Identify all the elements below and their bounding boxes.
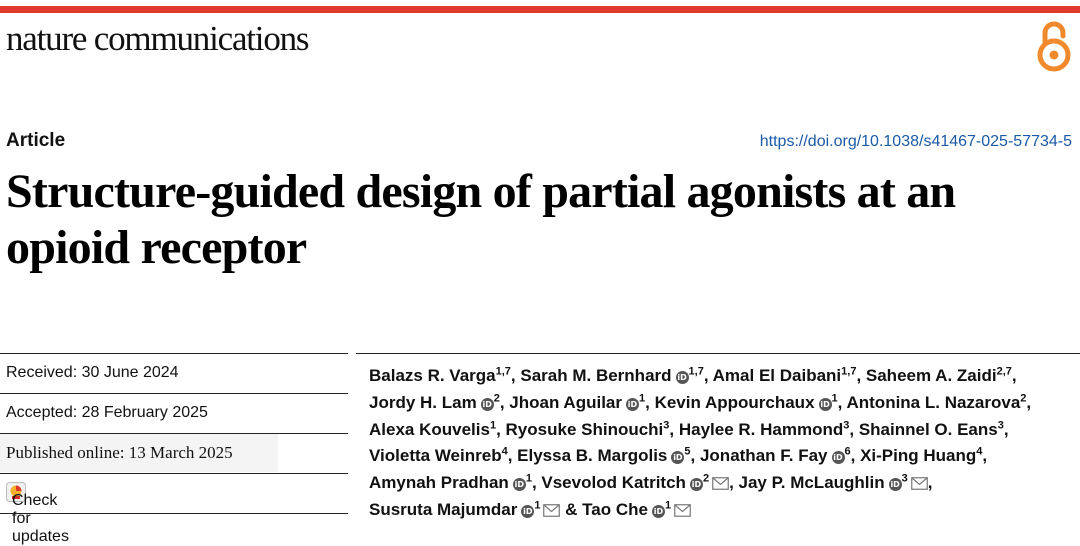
author-name[interactable]: Amal El Daibani — [712, 366, 842, 385]
check-updates-row: Check for updates — [0, 473, 348, 545]
accepted-date: Accepted: 28 February 2025 — [6, 404, 208, 421]
email-icon[interactable] — [712, 477, 729, 491]
orcid-icon[interactable]: iD — [689, 478, 703, 492]
author-affiliation: 2 — [702, 472, 710, 485]
author-affiliation: 2,7 — [996, 365, 1012, 378]
author-name[interactable]: Alexa Kouvelis — [369, 419, 490, 439]
orcid-icon[interactable]: iD — [888, 478, 902, 492]
orcid-icon[interactable]: iD — [671, 451, 685, 465]
author-name[interactable]: Sarah M. Bernhard — [520, 366, 672, 385]
author-item: Antonina L. Nazarova2 — [846, 393, 1026, 412]
author-name[interactable]: Ryosuke Shinouchi — [505, 419, 664, 439]
email-icon[interactable] — [910, 477, 928, 491]
author-item: Kevin Appourchaux iD1 — [655, 393, 838, 412]
author-item: Elyssa B. Margolis iD5 — [517, 446, 690, 465]
author-name[interactable]: Kevin Appourchaux — [654, 392, 815, 412]
check-for-updates-icon — [6, 482, 26, 502]
accepted-date-row: Accepted: 28 February 2025 — [0, 393, 348, 433]
journal-name[interactable]: nature communications — [6, 19, 310, 58]
orcid-icon[interactable]: iD — [626, 397, 639, 411]
author-affiliation: 1 — [664, 499, 672, 512]
published-date-background — [0, 434, 278, 472]
author-affiliation: 1,7 — [495, 365, 511, 378]
author-item: Jay P. McLaughlin iD3 — [739, 473, 928, 492]
orcid-icon[interactable]: iD — [818, 397, 832, 411]
orcid-icon[interactable]: iD — [831, 451, 845, 465]
received-date: Received: 30 June 2024 — [6, 364, 179, 381]
orcid-icon[interactable]: iD — [512, 478, 526, 492]
author-item: Sarah M. Bernhard iD1,7 — [520, 366, 703, 385]
author-affiliation: 4 — [976, 445, 983, 458]
author-name[interactable]: Xi-Ping Huang — [860, 446, 977, 466]
author-item: Violetta Weinreb4 — [369, 446, 508, 465]
author-name[interactable]: Elyssa B. Margolis — [517, 446, 668, 466]
authors-panel: Balazs R. Varga1,7, Sarah M. Bernhard iD1… — [356, 353, 1080, 522]
author-name[interactable]: Vsevolod Katritch — [541, 473, 686, 493]
author-item: Amal El Daibani1,7 — [713, 366, 857, 385]
doi-link[interactable]: https://doi.org/10.1038/s41467-025-57734… — [759, 133, 1072, 150]
author-name[interactable]: Tao Che — [582, 499, 648, 519]
author-affiliation: 1 — [525, 472, 532, 485]
author-name[interactable]: Jordy H. Lam — [369, 392, 477, 412]
author-item: Saheem A. Zaidi2,7 — [866, 366, 1012, 385]
author-item: Amynah Pradhan iD1 — [369, 473, 532, 492]
author-affiliation: 1 — [534, 499, 541, 512]
author-item: Tao Che iD1 — [582, 500, 691, 519]
author-affiliation: 3 — [663, 418, 670, 431]
orcid-icon[interactable]: iD — [521, 504, 535, 518]
published-date-row: Published online: 13 March 2025 — [0, 433, 348, 473]
article-type-label: Article — [6, 130, 66, 151]
author-item: Jhoan Aguilar iD1 — [509, 393, 645, 412]
author-item: Vsevolod Katritch iD2 — [541, 473, 729, 492]
author-affiliation: 2 — [1020, 392, 1027, 405]
author-affiliation: 1,7 — [841, 365, 857, 378]
author-item: Ryosuke Shinouchi3 — [505, 418, 670, 439]
author-name[interactable]: Susruta Majumdar — [369, 499, 518, 519]
author-affiliation: 6 — [844, 445, 851, 458]
author-name[interactable]: Violetta Weinreb — [369, 446, 502, 466]
article-title: Structure-guided design of partial agoni… — [6, 165, 956, 274]
author-affiliation: 1 — [489, 418, 497, 431]
received-date-row: Received: 30 June 2024 — [0, 353, 348, 393]
email-icon[interactable] — [674, 504, 691, 517]
author-item: Jonathan F. Fay iD6 — [700, 446, 851, 465]
header-accent-bar — [0, 6, 1080, 13]
author-list: Balazs R. Varga1,7, Sarah M. Bernhard iD1… — [369, 365, 1032, 519]
published-date: Published online: 13 March 2025 — [6, 443, 233, 462]
author-name[interactable]: Haylee R. Hammond — [678, 419, 844, 439]
orcid-icon[interactable]: iD — [651, 504, 665, 518]
author-affiliation: 1 — [831, 392, 838, 405]
author-item: Shainnel O. Eans3 — [858, 418, 1004, 439]
author-affiliation: 3 — [901, 472, 908, 485]
author-name[interactable]: Balazs R. Varga — [369, 366, 496, 385]
author-affiliation: 3 — [843, 418, 850, 431]
article-dates-panel: Received: 30 June 2024 Accepted: 28 Febr… — [0, 353, 348, 545]
check-for-updates-label: Check for updates — [12, 492, 69, 545]
author-item: Susruta Majumdar iD1 — [369, 499, 561, 519]
author-name[interactable]: Jhoan Aguilar — [509, 392, 622, 412]
orcid-icon[interactable]: iD — [675, 371, 689, 384]
author-affiliation: 3 — [997, 418, 1004, 431]
check-for-updates-button[interactable]: Check for updates — [6, 482, 69, 545]
author-name[interactable]: Shainnel O. Eans — [858, 419, 998, 439]
author-name[interactable]: Antonina L. Nazarova — [846, 392, 1021, 412]
author-affiliation: 1 — [639, 392, 646, 405]
author-affiliation: 2 — [493, 392, 500, 405]
email-icon[interactable] — [543, 504, 561, 517]
author-name[interactable]: Amynah Pradhan — [369, 473, 509, 493]
author-item: Balazs R. Varga1,7 — [369, 366, 511, 385]
author-name[interactable]: Saheem A. Zaidi — [865, 366, 997, 385]
author-item: Alexa Kouvelis1 — [369, 418, 497, 439]
orcid-icon[interactable]: iD — [480, 397, 494, 411]
author-name[interactable]: Jay P. McLaughlin — [738, 473, 885, 493]
author-affiliation: 4 — [501, 445, 508, 458]
open-lock-icon — [1037, 21, 1071, 72]
author-item: Haylee R. Hammond3 — [678, 418, 850, 439]
author-name[interactable]: Jonathan F. Fay — [699, 446, 828, 466]
author-item: Xi-Ping Huang4 — [860, 446, 982, 465]
author-affiliation: 5 — [684, 445, 691, 458]
author-affiliation: 1,7 — [688, 365, 704, 378]
author-item: Jordy H. Lam iD2 — [369, 393, 500, 412]
